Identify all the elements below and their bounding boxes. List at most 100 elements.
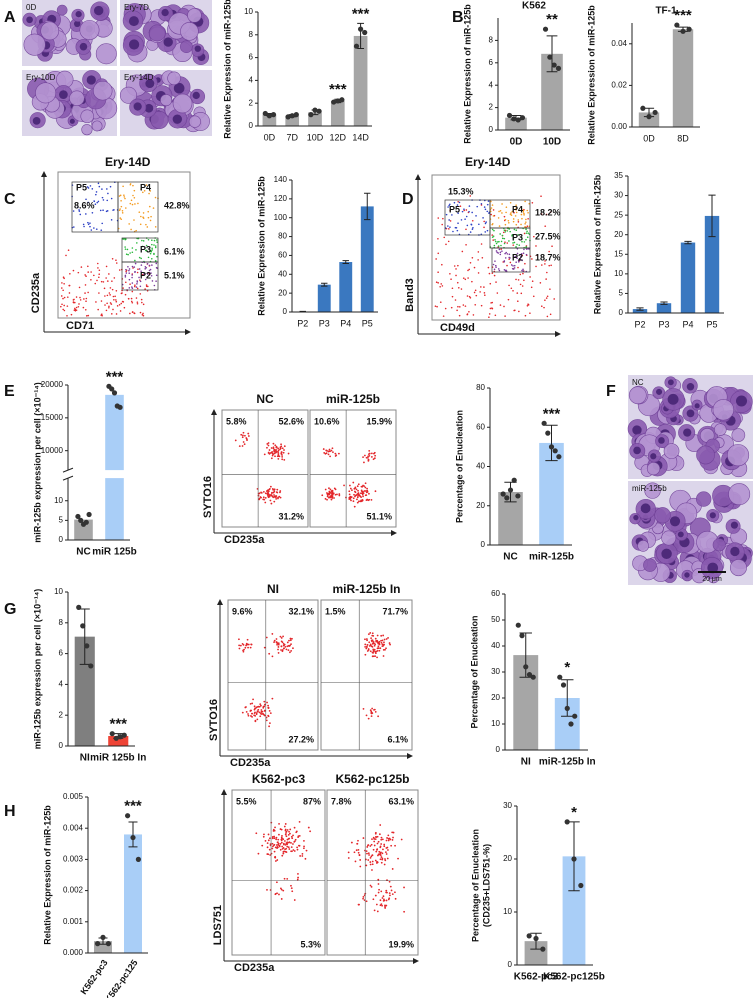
y-tick-label: 30 [503, 801, 512, 810]
event-dot [364, 645, 367, 648]
error-bar [342, 260, 349, 264]
event-dot [119, 194, 122, 197]
event-dot [292, 647, 294, 650]
event-dot [368, 492, 370, 495]
data-point [105, 941, 111, 947]
event-dot [128, 278, 131, 281]
event-dot [363, 485, 366, 488]
event-dot [504, 218, 507, 221]
event-dot [118, 303, 121, 306]
event-dot [155, 262, 158, 265]
event-dot [386, 837, 388, 839]
bar [353, 35, 368, 126]
event-dot [522, 209, 525, 212]
data-point [545, 430, 551, 436]
event-dot [367, 458, 370, 461]
y-tick-label: 4 [249, 76, 254, 85]
event-dot [123, 196, 126, 198]
event-dot [389, 885, 392, 888]
nucleus [656, 388, 663, 395]
flow-x-label: CD71 [66, 320, 94, 332]
event-dot [379, 824, 382, 826]
event-dot [491, 301, 494, 304]
event-dot [381, 857, 384, 860]
gate-percent: 27.5% [535, 231, 561, 241]
event-dot [462, 277, 465, 279]
data-point [358, 26, 364, 32]
event-dot [492, 235, 495, 237]
y-axis-label: Percentage of Enucleation [470, 829, 480, 942]
event-dot [140, 298, 143, 301]
event-dot [147, 256, 150, 259]
event-dot [529, 312, 531, 314]
event-dot [494, 239, 496, 241]
event-dot [131, 251, 134, 254]
event-dot [360, 489, 363, 492]
event-dot [329, 496, 332, 499]
event-dot [273, 494, 275, 496]
event-dot [508, 258, 510, 260]
data-point [556, 454, 562, 460]
event-dot [259, 704, 262, 707]
event-dot [263, 453, 266, 456]
event-dot [549, 288, 551, 290]
cell [172, 93, 193, 114]
data-point [84, 643, 90, 649]
event-dot [457, 264, 459, 267]
event-dot [258, 711, 261, 714]
event-dot [496, 241, 499, 243]
event-dot [494, 240, 497, 243]
quadrant-percent: 87% [303, 796, 321, 806]
event-dot [293, 841, 296, 843]
nucleus [128, 39, 140, 50]
event-dot [75, 306, 78, 309]
event-dot [120, 199, 122, 202]
event-dot [338, 494, 341, 497]
chart-title: TF-1 [655, 6, 677, 17]
event-dot [100, 300, 103, 302]
event-dot [328, 496, 330, 499]
event-dot [279, 635, 282, 638]
event-dot [148, 205, 151, 208]
event-dot [526, 248, 528, 250]
x-tick-label: P2 [634, 319, 645, 329]
event-dot [274, 826, 276, 829]
event-dot [274, 855, 277, 858]
data-point [555, 65, 562, 71]
event-dot [303, 839, 305, 842]
event-dot [119, 310, 122, 312]
event-dot [330, 449, 333, 452]
event-dot [307, 826, 310, 829]
y-tick-label: 0.02 [611, 81, 627, 90]
event-dot [112, 308, 114, 311]
event-dot [523, 279, 525, 282]
event-dot [328, 450, 331, 453]
event-dot [266, 443, 269, 445]
event-dot [109, 287, 112, 289]
event-dot [503, 237, 506, 240]
event-dot [268, 487, 271, 490]
event-dot [503, 260, 506, 262]
event-dot [526, 225, 529, 227]
event-dot [370, 885, 373, 888]
flow-frame [231, 789, 326, 956]
event-dot [106, 199, 109, 202]
y-tick-label: 6 [59, 649, 64, 658]
event-dot [515, 204, 517, 206]
event-dot [124, 197, 126, 200]
event-dot [105, 277, 107, 279]
event-dot [273, 490, 276, 493]
event-dot [385, 647, 387, 650]
event-dot [124, 274, 127, 277]
event-dot [468, 205, 471, 207]
x-tick-label: 12D [330, 132, 347, 142]
event-dot [262, 490, 265, 493]
event-dot [521, 208, 523, 211]
y-tick-label: 0.003 [63, 855, 84, 864]
event-dot [147, 216, 150, 219]
event-dot [153, 239, 156, 242]
event-dot [155, 239, 158, 241]
event-dot [476, 205, 479, 208]
event-dot [282, 852, 285, 855]
event-dot [84, 274, 86, 276]
